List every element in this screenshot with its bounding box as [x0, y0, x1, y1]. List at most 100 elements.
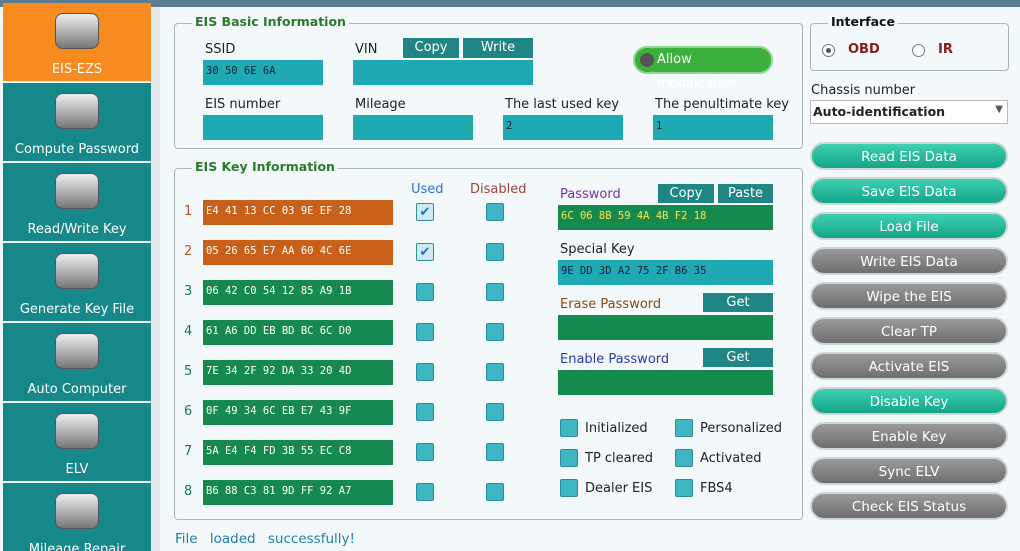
field-label: The penultimate key — [655, 97, 789, 112]
checkbox[interactable] — [675, 419, 693, 437]
sidebar-item[interactable]: Generate Key File — [3, 243, 151, 321]
sidebar-item[interactable]: Mileage Repair — [3, 483, 151, 551]
checkbox[interactable] — [486, 363, 504, 381]
checkbox[interactable] — [416, 443, 434, 461]
text-field[interactable]: 1 — [653, 115, 773, 140]
text-field[interactable]: 30 50 6E 6A — [203, 60, 323, 85]
sidebar-item[interactable]: Auto Computer — [3, 323, 151, 401]
checkbox[interactable] — [416, 323, 434, 341]
basic-group — [174, 23, 803, 149]
radio[interactable] — [912, 44, 925, 57]
text-field[interactable]: 9E DD 3D A2 75 2F B6 35 — [558, 260, 773, 285]
sidebar-icon — [55, 413, 99, 449]
text-field[interactable] — [558, 370, 773, 395]
sidebar-label[interactable]: EIS-EZS — [51, 62, 103, 77]
key-data[interactable]: 5A E4 F4 FD 3B 55 EC C8 — [203, 440, 393, 465]
sidebar-icon — [55, 13, 99, 49]
checkbox[interactable] — [560, 479, 578, 497]
action-button[interactable]: Activate EIS — [810, 352, 1008, 380]
radio[interactable] — [822, 44, 835, 57]
key-data[interactable]: 0F 49 34 6C EB E7 43 9F — [203, 400, 393, 425]
group-title: Interface — [828, 14, 898, 29]
field-label: SSID — [205, 42, 236, 57]
action-button[interactable]: Load File — [810, 212, 1008, 240]
action-button[interactable]: Clear TP — [810, 317, 1008, 345]
action-button[interactable]: Wipe the EIS — [810, 282, 1008, 310]
checkbox[interactable] — [486, 243, 504, 261]
action-button[interactable]: Write EIS Data — [810, 247, 1008, 275]
field-label: Chassis number — [811, 83, 916, 98]
text-field[interactable] — [353, 60, 533, 85]
key-data[interactable]: 7E 34 2F 92 DA 33 20 4D — [203, 360, 393, 385]
checkbox[interactable] — [486, 323, 504, 341]
sidebar-icon — [55, 493, 99, 529]
action-button[interactable]: Save EIS Data — [810, 177, 1008, 205]
checkbox[interactable] — [560, 449, 578, 467]
checkbox-label: TP cleared — [585, 451, 653, 466]
action-button[interactable]: Check EIS Status — [810, 492, 1008, 520]
sidebar-label[interactable]: Mileage Repair — [28, 542, 126, 551]
text-field[interactable]: 2 — [503, 115, 623, 140]
key-number: 6 — [184, 404, 193, 419]
checkbox[interactable] — [486, 483, 504, 501]
toggle-button[interactable]: Allow modification — [633, 46, 773, 91]
action-button[interactable]: Enable Key — [810, 422, 1008, 450]
key-data[interactable]: E4 41 13 CC 03 9E EF 28 — [203, 200, 393, 225]
scrollbar[interactable] — [150, 7, 160, 551]
action-button[interactable]: Read EIS Data — [810, 142, 1008, 170]
sidebar-item[interactable]: Read/Write Key — [3, 163, 151, 241]
sidebar-label[interactable]: ELV — [65, 462, 89, 477]
sidebar-item[interactable]: ELV — [3, 403, 151, 481]
text-field[interactable] — [558, 315, 773, 340]
text-field[interactable] — [353, 115, 473, 140]
field-label: Mileage — [355, 97, 406, 112]
button[interactable]: Get — [703, 293, 773, 312]
toggle-knob — [640, 53, 654, 67]
checkbox[interactable] — [675, 449, 693, 467]
key-data[interactable]: 06 42 C0 54 12 85 A9 1B — [203, 280, 393, 305]
text-field[interactable]: 6C 06 8B 59 4A 4B F2 18 — [558, 205, 773, 230]
field-label: EIS number — [205, 97, 281, 112]
status-message: File loaded successfully! — [175, 531, 355, 547]
button[interactable]: Copy — [403, 38, 459, 58]
checkbox[interactable] — [416, 403, 434, 421]
sidebar-label[interactable]: Auto Computer — [27, 382, 127, 397]
dropdown[interactable]: Auto-identification ▼ — [810, 100, 1008, 124]
checkbox-label: Personalized — [700, 421, 782, 436]
checkbox[interactable] — [486, 203, 504, 221]
checkbox[interactable] — [416, 283, 434, 301]
checkbox[interactable] — [416, 483, 434, 501]
checkbox[interactable] — [675, 479, 693, 497]
sidebar-icon — [55, 253, 99, 289]
key-data[interactable]: 61 A6 DD EB BD BC 6C D0 — [203, 320, 393, 345]
sidebar-item[interactable]: Compute Password — [3, 83, 151, 161]
sidebar-label[interactable]: Compute Password — [14, 142, 140, 157]
checkbox-label: Initialized — [585, 421, 648, 436]
action-button[interactable]: Disable Key — [810, 387, 1008, 415]
checkbox[interactable]: ✔ — [416, 243, 434, 261]
button[interactable]: Write — [463, 38, 533, 58]
checkbox[interactable] — [416, 363, 434, 381]
radio-label: IR — [938, 42, 953, 57]
key-number: 8 — [184, 484, 193, 499]
checkbox-label: Activated — [700, 451, 762, 466]
key-data[interactable]: 05 26 65 E7 AA 60 4C 6E — [203, 240, 393, 265]
sidebar-item[interactable]: EIS-EZS — [3, 3, 151, 81]
button[interactable]: Get — [703, 348, 773, 367]
key-number: 1 — [184, 204, 193, 219]
checkbox[interactable] — [486, 403, 504, 421]
checkbox[interactable] — [486, 283, 504, 301]
checkbox[interactable] — [486, 443, 504, 461]
field-label: Enable Password — [560, 352, 670, 367]
checkbox[interactable] — [560, 419, 578, 437]
action-button[interactable]: Sync ELV — [810, 457, 1008, 485]
key-data[interactable]: B6 88 C3 81 9D FF 92 A7 — [203, 480, 393, 505]
text-field[interactable] — [203, 115, 323, 140]
button[interactable]: Copy — [658, 184, 714, 203]
checkbox-label: Dealer EIS — [585, 481, 653, 496]
checkbox[interactable]: ✔ — [416, 203, 434, 221]
sidebar-label[interactable]: Read/Write Key — [27, 222, 127, 237]
interface-group — [810, 23, 1009, 71]
button[interactable]: Paste — [718, 184, 773, 203]
sidebar-label[interactable]: Generate Key File — [19, 302, 135, 317]
